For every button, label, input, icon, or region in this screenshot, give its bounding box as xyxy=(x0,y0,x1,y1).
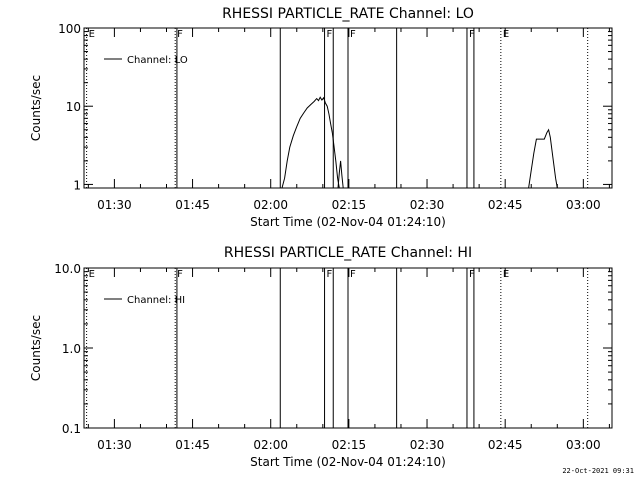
panel2-y-tick-label: 0.1 xyxy=(62,422,81,436)
panel2-y-tick-label: 10.0 xyxy=(54,262,81,276)
panel2-x-tick-label: 02:15 xyxy=(332,438,367,452)
panel1-series-line xyxy=(528,128,558,189)
panel2-x-tick-label: 03:00 xyxy=(566,438,601,452)
panel1-event-marker-label: F xyxy=(177,29,183,40)
panel1-series-line xyxy=(337,160,344,189)
panel2-x-axis-label: Start Time (02-Nov-04 01:24:10) xyxy=(250,455,446,469)
panel2-event-marker-label: F xyxy=(469,269,475,280)
panel1-x-axis-label: Start Time (02-Nov-04 01:24:10) xyxy=(250,215,446,229)
panel2-x-tick-label: 01:45 xyxy=(175,438,210,452)
panel1-series-line xyxy=(281,96,340,189)
panel2-x-tick-label: 02:00 xyxy=(253,438,288,452)
panel2-x-tick-label: 01:30 xyxy=(97,438,132,452)
panel2-event-marker-label: F xyxy=(327,269,333,280)
panel1-y-tick-label: 10 xyxy=(66,100,81,114)
panel1-legend-label: Channel: LO xyxy=(127,55,188,66)
panel1-x-tick-label: 02:45 xyxy=(488,198,523,212)
panel2-event-marker-label: F xyxy=(350,269,356,280)
panel2-y-tick-label: 1.0 xyxy=(62,342,81,356)
panel1-x-tick-label: 01:45 xyxy=(175,198,210,212)
panel1-x-tick-label: 02:00 xyxy=(253,198,288,212)
panel2-x-tick-label: 02:30 xyxy=(410,438,445,452)
panel1-x-tick-label: 02:30 xyxy=(410,198,445,212)
panel2-y-axis-label: Counts/sec xyxy=(29,315,43,381)
panel1-y-tick-label: 100 xyxy=(58,22,81,36)
panel2-legend-label: Channel: HI xyxy=(127,295,185,306)
panel2-x-tick-label: 02:45 xyxy=(488,438,523,452)
panel1-x-tick-label: 03:00 xyxy=(566,198,601,212)
panel2-event-marker-label: F xyxy=(177,269,183,280)
panel1-event-marker-label: F xyxy=(350,29,356,40)
panel1-event-marker-label: F xyxy=(469,29,475,40)
timestamp: 22-Oct-2021 09:31 xyxy=(562,467,634,475)
panel1-y-tick-label: 1 xyxy=(73,178,81,192)
panel2-title: RHESSI PARTICLE_RATE Channel: HI xyxy=(224,245,472,261)
panel1-x-tick-label: 02:15 xyxy=(332,198,367,212)
panel1-event-marker-label: E xyxy=(89,29,95,40)
panel1-event-marker-label: F xyxy=(327,29,333,40)
panel1-y-axis-label: Counts/sec xyxy=(29,75,43,141)
panel2-event-marker-label: E xyxy=(89,269,95,280)
panel1-title: RHESSI PARTICLE_RATE Channel: LO xyxy=(222,6,474,22)
panel1-x-tick-label: 01:30 xyxy=(97,198,132,212)
panel1-event-marker-label: E xyxy=(503,29,509,40)
panel2-event-marker-label: E xyxy=(503,269,509,280)
